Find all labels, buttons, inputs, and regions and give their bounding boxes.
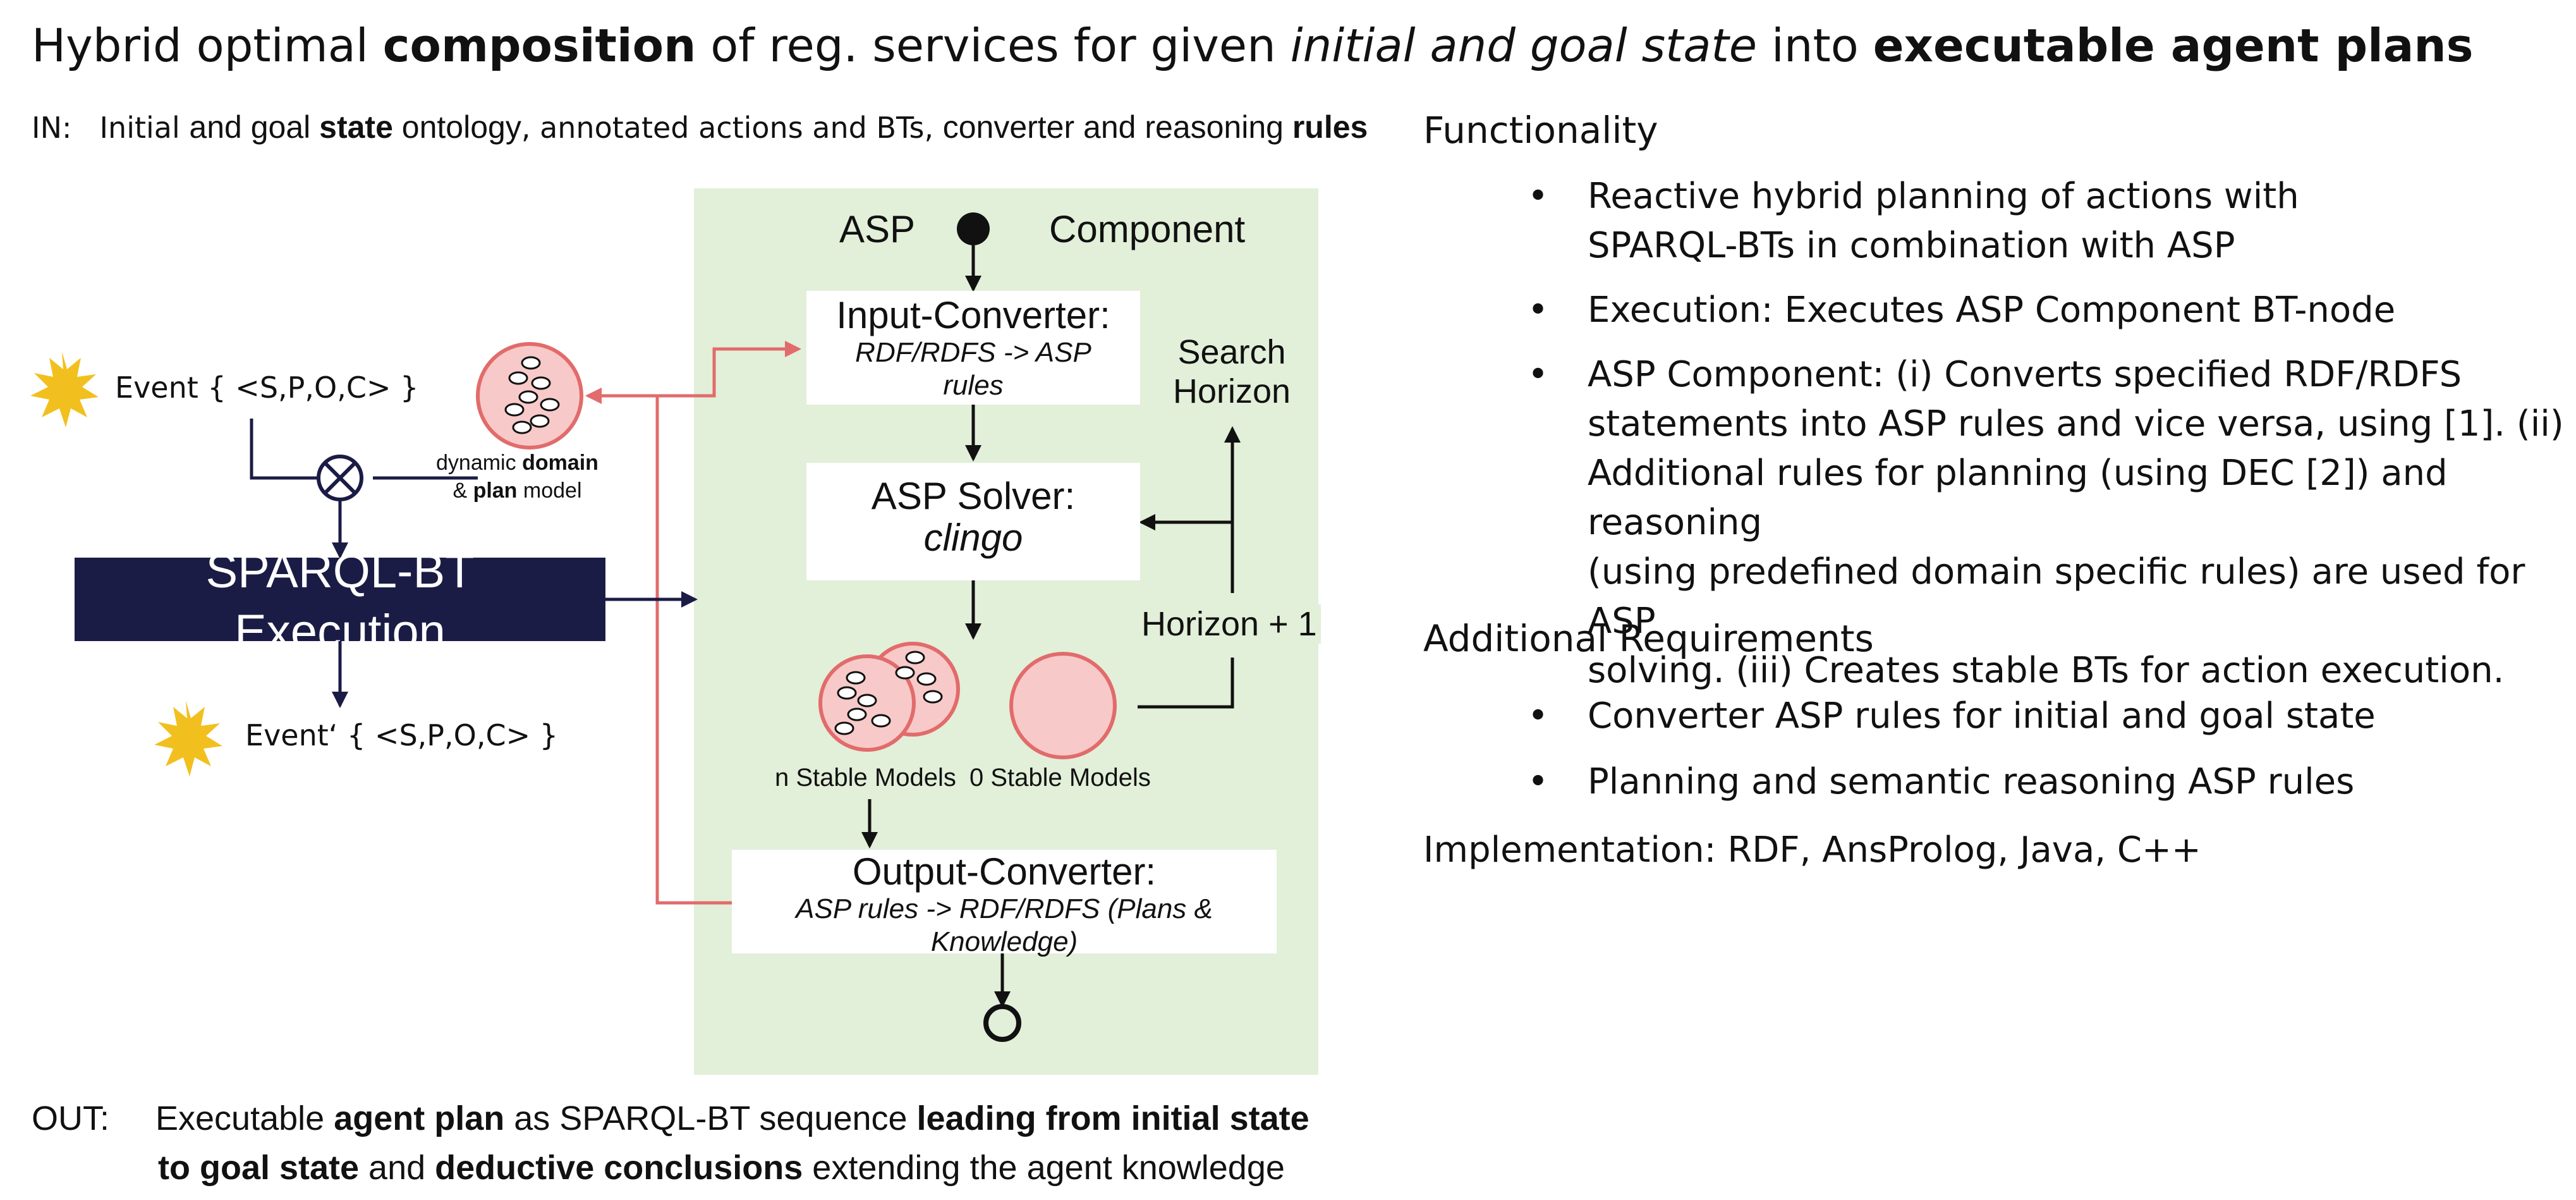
additional-bullet: • Planning and semantic reasoning ASP ru… [1528, 757, 2376, 807]
implementation-value: : RDF, AnsProlog, Java, C++ [1704, 830, 2201, 871]
loop-line [1138, 658, 1234, 709]
asp-solver-subtitle: clingo [923, 517, 1023, 559]
title-part: of reg. services for given [696, 19, 1291, 72]
search-horizon-line: Horizon [1173, 372, 1291, 410]
input-converter-title: Input-Converter: [836, 294, 1110, 336]
title-part: Hybrid optimal [32, 19, 383, 72]
bullet-glyph: • [1528, 761, 1549, 802]
sparql-bt-execution-box: SPARQL-BT Execution [75, 558, 605, 641]
functionality-bullet: • Execution: Executes ASP Component BT-n… [1528, 286, 2576, 335]
tree-icon [834, 651, 943, 735]
output-label: OUT: [32, 1099, 110, 1137]
input-text: state [319, 109, 393, 145]
additional-requirements-list: • Converter ASP rules for initial and go… [1528, 692, 2376, 807]
horizon-plus-label: Horizon + 1 [1138, 604, 1321, 644]
dynamic-model-text: plan [473, 479, 518, 503]
event-line [250, 419, 320, 480]
output-description: OUT: Executable agent plan as SPARQL-BT s… [32, 1094, 1309, 1192]
functionality-bullet: • Reactive hybrid planning of actions wi… [1528, 172, 2576, 271]
additional-requirements-heading: Additional Requirements [1423, 617, 1874, 660]
implementation-label: Implementation [1423, 830, 1704, 871]
input-text: and goal [189, 109, 320, 145]
bullet-line: SPARQL-BTs in combination with ASP [1588, 225, 2235, 266]
functionality-heading: Functionality [1423, 109, 1658, 152]
asp-label: ASP [839, 208, 916, 250]
zero-stable-model-circle [1009, 652, 1117, 759]
dynamic-model-text: dynamic [436, 451, 523, 475]
functionality-list: • Reactive hybrid planning of actions wi… [1528, 172, 2576, 695]
output-text: leading from initial state [916, 1099, 1309, 1137]
bullet-line: Execution: Executes ASP Component BT-nod… [1588, 290, 2396, 331]
star-icon [30, 352, 99, 427]
dynamic-model-label: dynamic domain & plan model [436, 449, 598, 505]
bullet-glyph: • [1528, 695, 1549, 737]
bullet-line: ASP Component: (i) Converts specified RD… [1588, 354, 2462, 395]
input-text: rules [1292, 109, 1368, 145]
title-part: initial and goal state [1290, 19, 1758, 72]
implementation-line: Implementation: RDF, AnsProlog, Java, C+… [1423, 830, 2201, 871]
bullet-line: Additional rules for planning (using DEC… [1588, 453, 2448, 543]
output-converter-title: Output-Converter: [852, 850, 1157, 893]
output-text: agent plan [334, 1099, 505, 1137]
input-label: IN: [32, 111, 72, 145]
sparql-bt-line: Execution [234, 605, 446, 641]
component-label: Component [1049, 208, 1246, 250]
n-stable-models-label: n Stable Models [775, 764, 956, 792]
output-converter-subtitle: Knowledge) [930, 926, 1078, 957]
search-horizon-line: Search [1177, 333, 1286, 371]
functionality-bullet: • ASP Component: (i) Converts specified … [1528, 350, 2576, 695]
start-node [957, 212, 990, 245]
asp-solver-box: ASP Solver: clingo [806, 463, 1140, 580]
output-converter-subtitle: ASP rules -> RDF/RDFS (Plans & [796, 893, 1213, 924]
bullet-glyph: • [1528, 176, 1549, 217]
bullet-line: (using predefined domain specific rules)… [1588, 551, 2525, 642]
bullet-line: statements into ASP rules and vice versa… [1588, 403, 2564, 444]
bullet-line: Reactive hybrid planning of actions with [1588, 176, 2299, 217]
title-part: composition [382, 19, 696, 72]
dynamic-model-text: model [517, 479, 582, 503]
output-text: and [359, 1149, 435, 1187]
output-text: deductive conclusions [435, 1149, 803, 1187]
bullet-line: Converter ASP rules for initial and goal… [1588, 695, 2376, 737]
bullet-glyph: • [1528, 354, 1549, 395]
tree-icon [504, 356, 560, 434]
bullet-line: Planning and semantic reasoning ASP rule… [1588, 761, 2355, 802]
bullet-line: solving. (iii) Creates stable BTs for ac… [1588, 650, 2505, 691]
input-text: converter and reasoning [942, 109, 1292, 145]
bullet-glyph: • [1528, 290, 1549, 331]
input-converter-subtitle: RDF/RDFS -> ASP [855, 337, 1091, 368]
input-text: ontology [392, 109, 521, 145]
additional-bullet: • Converter ASP rules for initial and go… [1528, 692, 2376, 741]
dynamic-model-text: & [453, 479, 473, 503]
event-prime-label: Event‘ { <S,P,O,C> } [245, 718, 559, 752]
zero-stable-models-label: 0 Stable Models [969, 764, 1151, 792]
input-description: IN: Initial and goal state ontology, anno… [32, 109, 1368, 145]
input-text: , annotated actions and BTs, [521, 111, 943, 145]
output-text: to goal state [158, 1149, 360, 1187]
dynamic-model-text: domain [522, 451, 598, 475]
input-converter-box: Input-Converter: RDF/RDFS -> ASP rules [806, 291, 1140, 405]
output-converter-box: Output-Converter: ASP rules -> RDF/RDFS … [732, 850, 1277, 957]
page-title: Hybrid optimal composition of reg. servi… [32, 19, 2474, 72]
asp-solver-title: ASP Solver: [871, 475, 1076, 517]
search-horizon-label: Search Horizon [1173, 333, 1291, 411]
red-input-line [657, 341, 801, 398]
input-converter-subtitle: rules [943, 370, 1004, 401]
title-part: into [1757, 19, 1873, 72]
red-feedback-line [585, 388, 733, 905]
sparql-bt-line: SPARQL-BT [205, 558, 475, 598]
end-node [983, 1004, 1021, 1042]
input-text: Initial [99, 111, 190, 145]
title-part: executable agent plans [1873, 19, 2474, 72]
output-text: as SPARQL-BT sequence [504, 1099, 917, 1137]
star-icon [154, 701, 222, 776]
event-label: Event { <S,P,O,C> } [115, 370, 419, 405]
output-text: Executable [155, 1099, 334, 1137]
output-text: extending the agent knowledge [803, 1149, 1285, 1187]
